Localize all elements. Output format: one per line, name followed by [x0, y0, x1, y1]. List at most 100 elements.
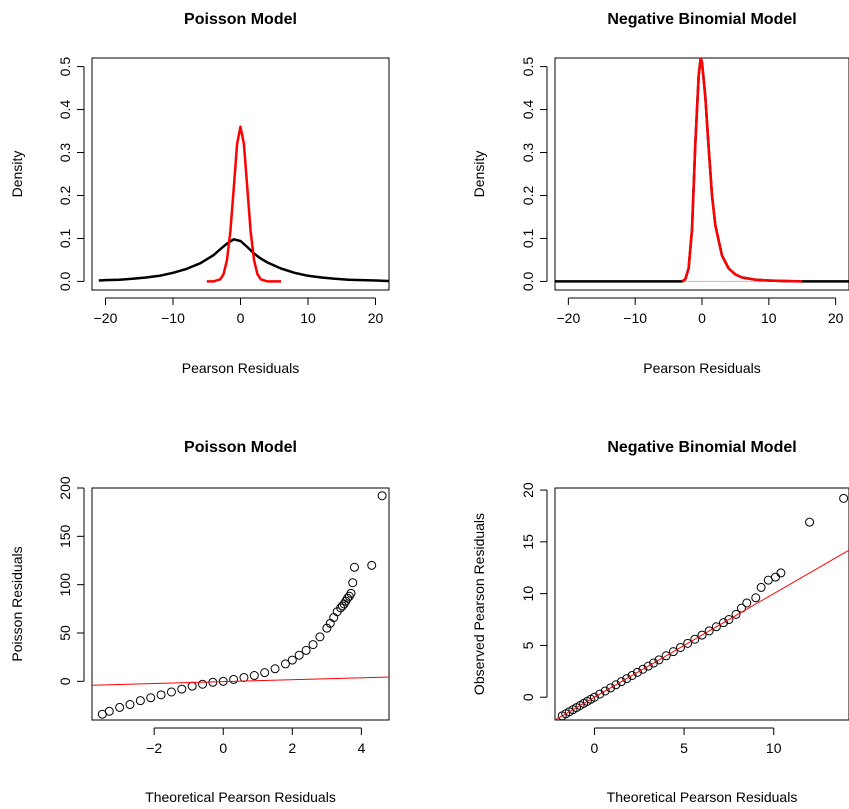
scatter-point: [632, 667, 642, 677]
scatter-point: [839, 493, 849, 503]
y-tick-label: 0.0: [520, 271, 536, 291]
scatter-point: [104, 706, 114, 716]
y-tick-label: 0.4: [57, 100, 73, 120]
plot-area: [98, 125, 389, 283]
scatter-point: [280, 659, 290, 669]
scatter-point: [668, 647, 678, 657]
y-axis-label: Observed Pearson Residuals: [471, 513, 487, 695]
chart-panel-1: Poisson Model Pearson Residuals Density −20…: [9, 11, 390, 376]
y-tick-label: 0.0: [57, 271, 73, 291]
x-tick-label: 10: [300, 310, 316, 326]
scatter-point: [156, 690, 166, 700]
x-tick-label: −10: [161, 310, 185, 326]
x-axis-label: Theoretical Pearson Residuals: [607, 789, 798, 805]
scatter-point: [349, 562, 359, 572]
y-tick-label: 0.1: [520, 229, 536, 249]
y-tick-label: 150: [57, 524, 73, 548]
plot-frame: [554, 487, 849, 721]
y-tick-label: 20: [520, 482, 536, 498]
x-tick-label: 10: [761, 310, 777, 326]
chart-title: Negative Binomial Model: [607, 11, 796, 28]
scatter-point: [606, 683, 616, 693]
x-tick-label: 0: [591, 740, 599, 756]
scatter-point: [301, 645, 311, 655]
scatter-point: [287, 655, 297, 665]
scatter-point: [683, 638, 693, 648]
y-tick-label: 5: [520, 641, 536, 649]
y-tick-label: 0.5: [520, 57, 536, 77]
y-tick-label: 0.1: [57, 229, 73, 249]
scatter-point: [616, 677, 626, 687]
y-tick-label: 100: [57, 573, 73, 597]
scatter-point: [367, 560, 377, 570]
scatter-point: [654, 655, 664, 665]
plot-area: [92, 491, 389, 719]
scatter-point: [805, 517, 815, 527]
scatter-point: [690, 634, 700, 644]
chart-panel-4: Negative Binomial Model Theoretical Pears…: [471, 439, 849, 805]
y-tick-label: 0: [57, 677, 73, 685]
scatter-point: [711, 622, 721, 632]
x-tick-label: −10: [623, 310, 647, 326]
scatter-point: [346, 588, 356, 598]
y-tick-label: 10: [520, 586, 536, 602]
scatter-point: [697, 630, 707, 640]
plot-area: [555, 58, 849, 283]
chart-title: Poisson Model: [184, 11, 297, 28]
scatter-point: [329, 613, 339, 623]
scatter-point: [344, 591, 354, 601]
scatter-point: [249, 671, 259, 681]
x-tick-label: 4: [357, 740, 365, 756]
x-tick-label: 20: [828, 310, 844, 326]
y-tick-label: 0.3: [520, 143, 536, 163]
scatter-point: [166, 687, 176, 697]
x-tick-label: 2: [288, 740, 296, 756]
scatter-point: [135, 696, 145, 706]
chart-panel-2: Negative Binomial Model Pearson Residuals…: [471, 11, 849, 376]
scatter-point: [239, 672, 249, 682]
plot-frame: [554, 57, 849, 291]
y-tick-label: 0.2: [57, 186, 73, 206]
x-tick-label: −20: [94, 310, 118, 326]
scatter-point: [776, 568, 786, 578]
scatter-point: [611, 680, 621, 690]
scatter-point: [719, 618, 729, 628]
x-axis-label: Theoretical Pearson Residuals: [145, 789, 336, 805]
scatter-point: [177, 684, 187, 694]
scatter-point: [595, 689, 605, 699]
scatter-point: [187, 681, 197, 691]
scatter-point: [348, 578, 358, 588]
x-axis-label: Pearson Residuals: [182, 360, 300, 376]
x-tick-label: 20: [368, 310, 384, 326]
scatter-point: [704, 626, 714, 636]
plot-frame: [91, 487, 390, 721]
scatter-point: [731, 609, 741, 619]
density-series-line-1: [555, 58, 849, 283]
x-axis-label: Pearson Residuals: [643, 360, 761, 376]
chart-panel-3: Poisson Model Theoretical Pearson Residua…: [9, 439, 390, 805]
y-axis-label: Poisson Residuals: [9, 546, 25, 661]
y-tick-label: 0.4: [520, 100, 536, 120]
y-tick-label: 200: [57, 476, 73, 500]
scatter-point: [589, 692, 599, 702]
y-tick-label: 15: [520, 534, 536, 550]
scatter-point: [643, 661, 653, 671]
y-tick-label: 0.2: [520, 186, 536, 206]
y-tick-label: 0.5: [57, 57, 73, 77]
scatter-point: [771, 572, 780, 582]
scatter-point: [751, 593, 761, 603]
y-tick-label: 0.3: [57, 143, 73, 163]
scatter-point: [294, 650, 304, 660]
y-axis-label: Density: [9, 151, 25, 198]
scatter-point: [198, 679, 208, 689]
scatter-point: [675, 643, 685, 652]
scatter-point: [146, 693, 156, 703]
x-tick-label: 0: [219, 740, 227, 756]
scatter-point: [627, 670, 637, 680]
density-series-line-1: [98, 238, 389, 283]
x-tick-label: −2: [146, 740, 162, 756]
density-series-line-2: [206, 125, 281, 283]
qq-reference-line: [92, 676, 389, 686]
scatter-point: [125, 700, 135, 710]
